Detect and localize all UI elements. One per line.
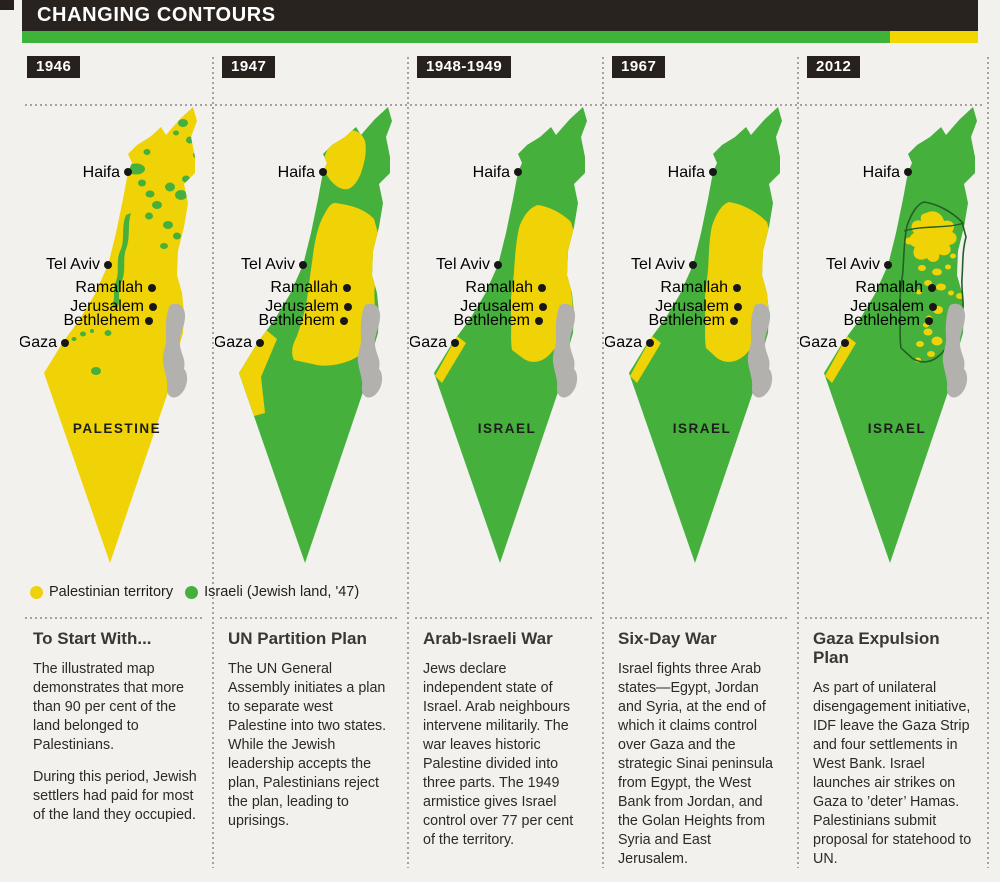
legend-label: Israeli (Jewish land, '47) bbox=[204, 584, 360, 600]
description-1947: UN Partition Plan The UN General Assembl… bbox=[228, 629, 394, 844]
description-title: UN Partition Plan bbox=[228, 629, 367, 648]
map-2012: ISRAEL bbox=[800, 107, 977, 563]
description-1948-1949: Arab-Israeli War Jews declare independen… bbox=[423, 629, 589, 863]
country-label: PALESTINE bbox=[73, 421, 161, 436]
text-rule bbox=[805, 617, 985, 619]
column-divider bbox=[987, 57, 989, 868]
legend-item-palestinian: Palestinian territory bbox=[30, 584, 173, 600]
country-label: ISRAEL bbox=[868, 421, 927, 436]
year-badge-1946: 1946 bbox=[27, 56, 81, 78]
description-1967: Six-Day War Israel fights three Arab sta… bbox=[618, 629, 784, 882]
text-rule bbox=[25, 617, 205, 619]
country-label: ISRAEL bbox=[478, 421, 537, 436]
text-rule bbox=[415, 617, 595, 619]
title-bar: CHANGING CONTOURS bbox=[22, 0, 978, 31]
map-1946: PALESTINE bbox=[20, 107, 197, 563]
description-title: Gaza Expulsion Plan bbox=[813, 629, 940, 668]
column-divider bbox=[407, 57, 409, 868]
year-badge-2012: 2012 bbox=[807, 56, 861, 78]
palestinian-territory-swatch bbox=[30, 585, 43, 599]
legend-label: Palestinian territory bbox=[49, 584, 174, 600]
legend: Palestinian territory Israeli (Jewish la… bbox=[30, 584, 359, 600]
column-divider bbox=[602, 57, 604, 868]
text-rule bbox=[220, 617, 400, 619]
description-2012: Gaza Expulsion Plan As part of unilatera… bbox=[813, 629, 979, 882]
description-paragraph: Jews declare independent state of Israel… bbox=[423, 661, 574, 849]
map-1947 bbox=[215, 107, 392, 563]
header-stripe-green bbox=[22, 31, 890, 43]
corner-mark bbox=[0, 0, 14, 10]
description-paragraph: During this period, Jewish settlers had … bbox=[33, 769, 197, 824]
description-paragraph: The illustrated map demonstrates that mo… bbox=[33, 661, 184, 754]
description-paragraph: The UN General Assembly initiates a plan… bbox=[228, 661, 387, 830]
description-title: To Start With... bbox=[33, 629, 152, 648]
year-badge-1947: 1947 bbox=[222, 56, 276, 78]
israeli-territory-swatch bbox=[185, 585, 199, 599]
description-title: Six-Day War bbox=[618, 629, 717, 648]
description-paragraph: Israel fights three Arab states—Egypt, J… bbox=[618, 661, 773, 868]
year-badge-1948-1949: 1948-1949 bbox=[417, 56, 512, 78]
timeline-rule bbox=[25, 104, 983, 106]
description-title: Arab-Israeli War bbox=[423, 629, 553, 648]
legend-item-israeli: Israeli (Jewish land, '47) bbox=[185, 584, 359, 600]
page-title: CHANGING CONTOURS bbox=[37, 4, 276, 26]
column-divider bbox=[212, 57, 214, 868]
country-label: ISRAEL bbox=[673, 421, 732, 436]
header-stripe-yellow bbox=[890, 31, 978, 43]
description-1946: To Start With... The illustrated map dem… bbox=[33, 629, 199, 838]
map-1948-1949: ISRAEL bbox=[410, 107, 587, 563]
map-1967: ISRAEL bbox=[605, 107, 782, 563]
year-badge-1967: 1967 bbox=[612, 56, 666, 78]
column-divider bbox=[797, 57, 799, 868]
text-rule bbox=[610, 617, 790, 619]
description-paragraph: As part of unilateral disengagement init… bbox=[813, 680, 972, 868]
palestinian-enclaves bbox=[825, 211, 969, 383]
west-bank-inner-boundary bbox=[903, 222, 965, 232]
